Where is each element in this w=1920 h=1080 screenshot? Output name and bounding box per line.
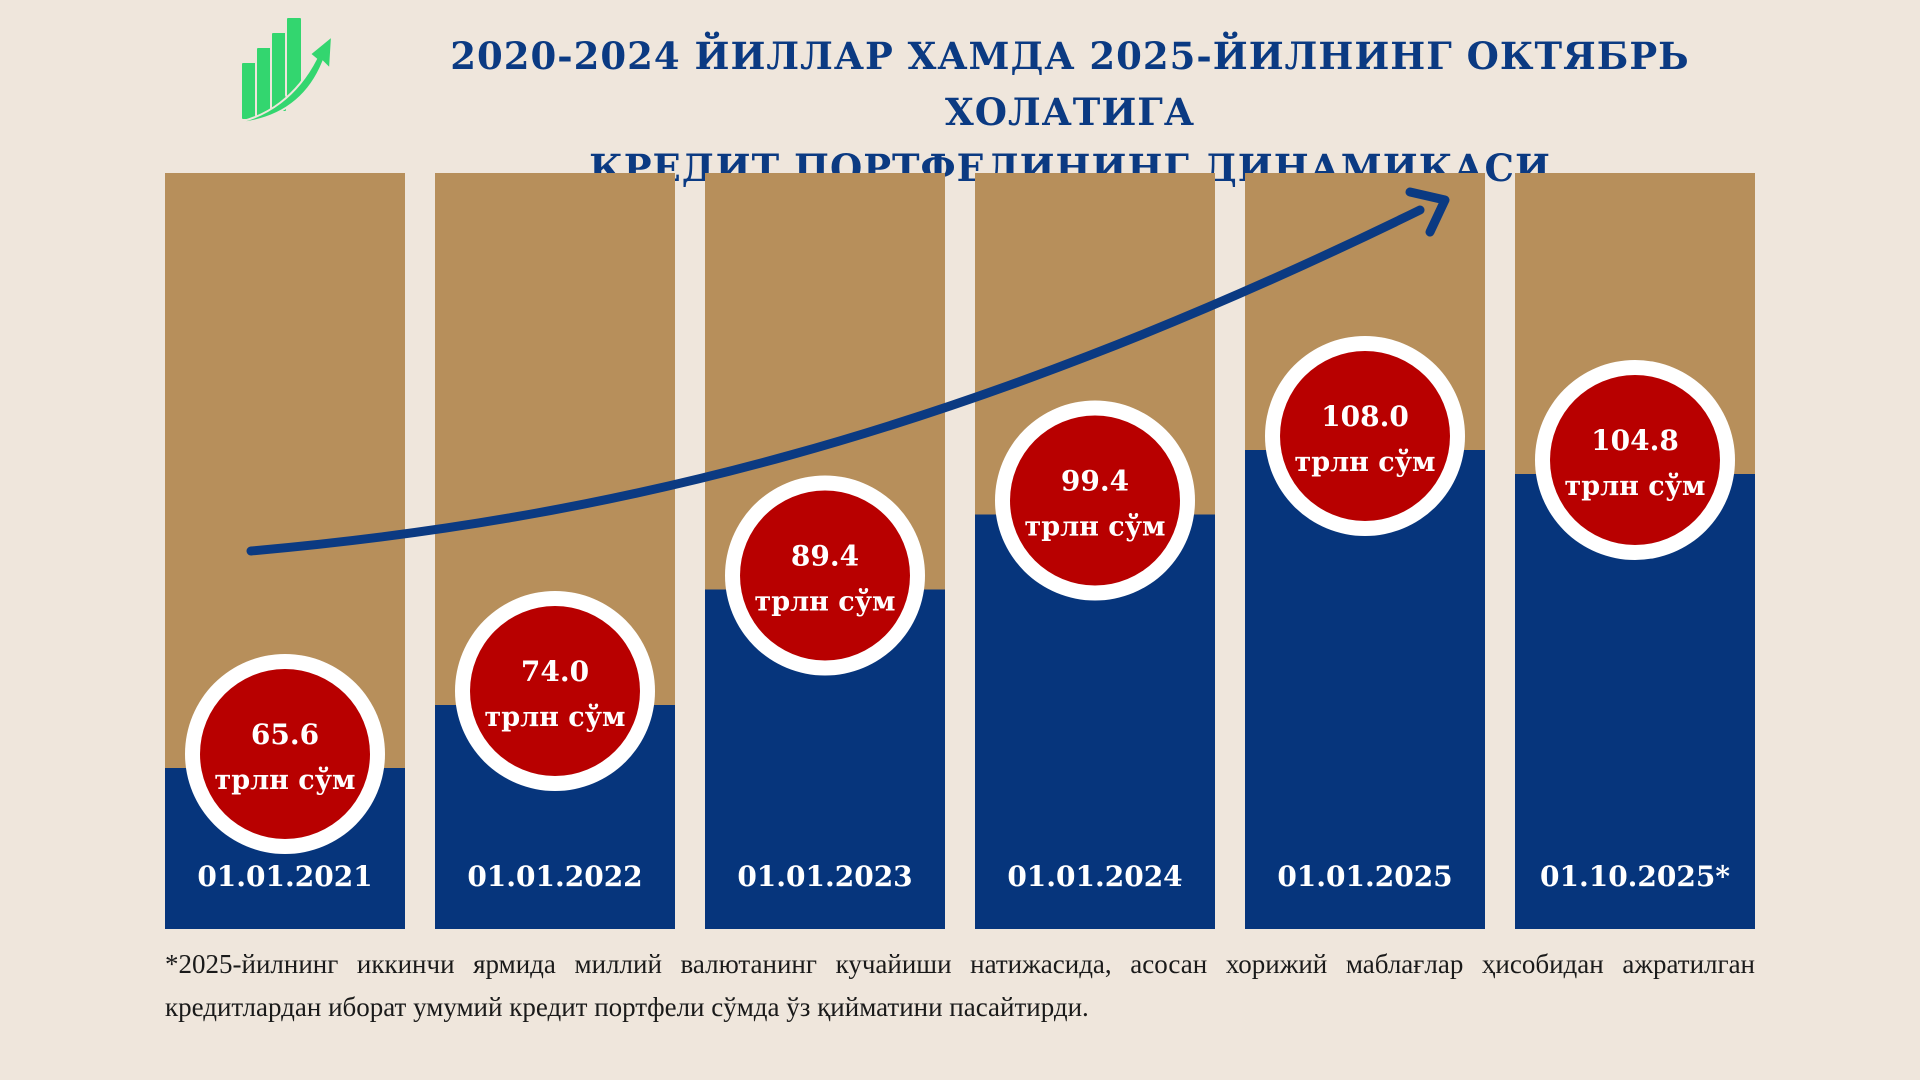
data-label: 99.4 <box>1061 465 1129 498</box>
growth-bars-arrow-icon <box>228 16 334 125</box>
data-label: 104.8 <box>1591 424 1679 457</box>
unit-label: трлн сўм <box>755 587 896 618</box>
x-tick-label: 01.01.2023 <box>737 860 912 893</box>
data-label: 108.0 <box>1321 400 1409 433</box>
unit-label: трлн сўм <box>1295 447 1436 478</box>
title-line-1: 2020-2024 ЙИЛЛАР ХАМДА 2025-ЙИЛНИНГ ОКТЯ… <box>450 34 1690 134</box>
unit-label: трлн сўм <box>1025 512 1166 543</box>
x-tick-label: 01.01.2022 <box>467 860 642 893</box>
value-badge <box>1010 415 1180 586</box>
value-badge <box>1550 375 1720 545</box>
unit-label: трлн сўм <box>485 702 626 733</box>
data-label: 89.4 <box>791 540 859 573</box>
value-badge <box>200 669 370 839</box>
value-badge <box>740 490 910 661</box>
credit-portfolio-chart: 01.01.2021 01.01.2022 01.01.2023 01.01.2024… <box>165 173 1755 929</box>
data-label: 65.6 <box>251 718 319 751</box>
data-label: 74.0 <box>521 655 589 688</box>
trend-arrow-line <box>246 205 1425 556</box>
value-badge <box>470 606 640 776</box>
x-tick-label: 01.10.2025* <box>1540 860 1730 893</box>
footnote: *2025-йилнинг иккинчи ярмида миллий валю… <box>165 949 1755 1022</box>
unit-label: трлн сўм <box>215 765 356 796</box>
x-tick-label: 01.01.2025 <box>1277 860 1452 893</box>
x-tick-label: 01.01.2024 <box>1007 860 1182 893</box>
x-tick-label: 01.01.2021 <box>197 860 372 893</box>
trend-arrow-head-icon <box>1405 187 1450 237</box>
value-badge <box>1280 351 1450 521</box>
unit-label: трлн сўм <box>1565 471 1706 502</box>
